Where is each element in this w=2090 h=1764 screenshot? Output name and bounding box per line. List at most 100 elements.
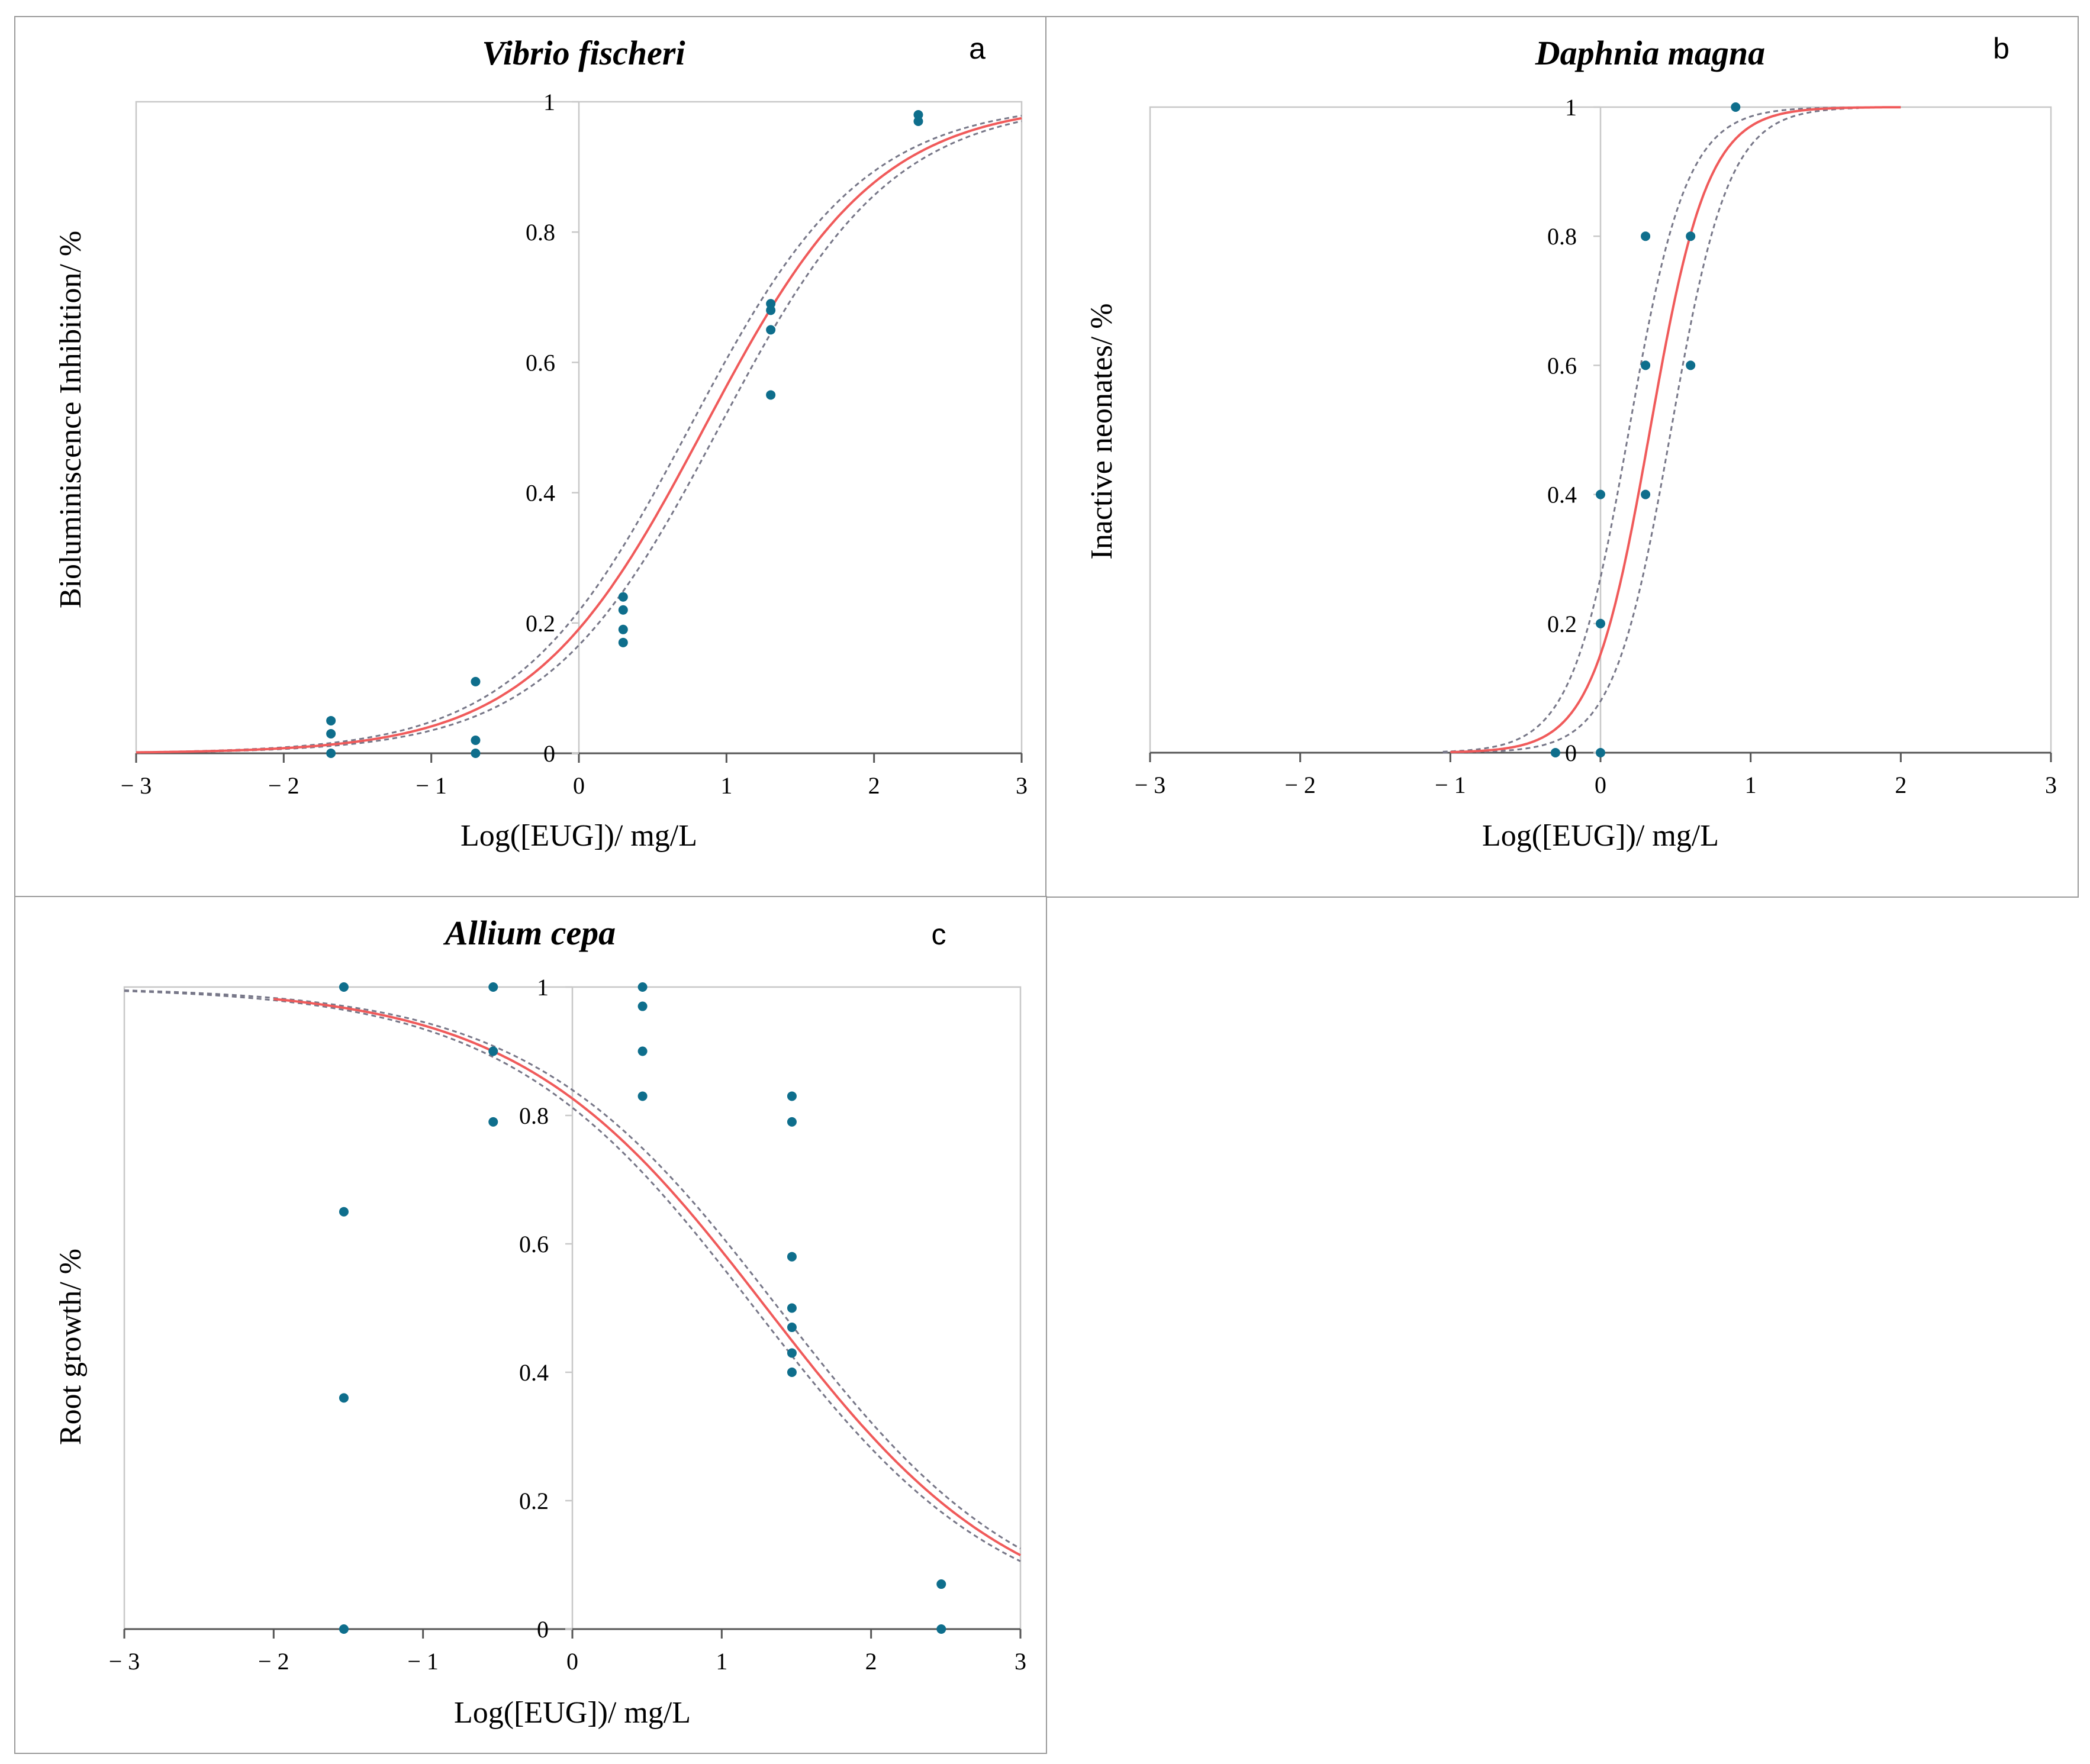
data-point xyxy=(936,1624,946,1634)
y-tick-label: 0.8 xyxy=(1547,223,1577,250)
fit-curve xyxy=(136,117,1022,754)
data-point xyxy=(637,982,648,992)
data-point xyxy=(339,1393,349,1403)
chart-title: Allium cepa xyxy=(443,914,616,952)
x-tick-label: 2 xyxy=(1895,772,1907,798)
data-point xyxy=(787,1117,797,1127)
chart-a-svg: − 3 − 2 − 1 0 1 2 3 0 0.2 0.4 0.6 0.8 1 Vibrio fische… xyxy=(54,32,1028,853)
x-tick-label: − 3 xyxy=(121,772,152,799)
data-point xyxy=(326,715,336,725)
data-point xyxy=(787,1091,797,1101)
data-point xyxy=(1596,618,1605,628)
data-point xyxy=(1641,231,1651,241)
y-tick-label: 0.6 xyxy=(526,349,555,376)
x-tick-label: 3 xyxy=(1015,1648,1026,1675)
data-point xyxy=(787,1368,797,1377)
data-point xyxy=(1641,489,1651,499)
y-tick-label: 0 xyxy=(543,740,555,767)
chart-panel-c: − 3 − 2 − 1 0 1 2 3 0 0.2 0.4 0.6 0.8 1 Allium cepa c L… xyxy=(14,896,1047,1754)
y-tick-label: 0.8 xyxy=(519,1102,549,1129)
data-point xyxy=(766,305,776,315)
y-axis-title: Root growth/ % xyxy=(54,1249,88,1445)
y-tick-label: 0.4 xyxy=(526,480,555,507)
panel-letter: b xyxy=(1993,32,2010,65)
x-tick-label: − 2 xyxy=(258,1648,289,1675)
data-point xyxy=(471,749,481,758)
y-tick-label: 0.2 xyxy=(519,1488,549,1514)
data-point xyxy=(913,110,923,120)
x-tick-label: 2 xyxy=(865,1648,877,1675)
y-tick-label: 0.4 xyxy=(1547,482,1577,508)
y-tick-label: 1 xyxy=(1565,94,1577,121)
y-tick-label: 0.4 xyxy=(519,1359,549,1386)
x-tick-label: − 2 xyxy=(268,772,300,799)
x-tick-label: 0 xyxy=(1595,772,1606,798)
x-tick-label: − 1 xyxy=(407,1648,439,1675)
data-point xyxy=(618,624,628,634)
x-tick-label: − 1 xyxy=(416,772,447,799)
y-axis-title: Inactive neonates/ % xyxy=(1085,303,1119,559)
y-tick-label: 1 xyxy=(537,974,549,1001)
y-tick-label: 0 xyxy=(1565,740,1577,766)
x-tick-label: 1 xyxy=(1745,772,1757,798)
y-tick-label: 0.2 xyxy=(526,610,555,637)
x-axis-title: Log([EUG])/ mg/L xyxy=(460,819,697,853)
y-axis-title: Bioluminiscence Inhibition/ % xyxy=(54,231,88,608)
data-point xyxy=(618,592,628,602)
data-point xyxy=(326,728,336,739)
data-point xyxy=(936,1579,946,1589)
y-tick-label: 0 xyxy=(537,1616,549,1643)
chart-panel-b: − 3 − 2 − 1 0 1 2 3 0 0.2 0.4 0.6 0.8 1 Daphnia magna… xyxy=(1045,16,2079,898)
ci-upper-curve xyxy=(1442,106,1859,753)
y-tick-label: 0.6 xyxy=(1547,352,1577,379)
data-point xyxy=(1686,360,1696,370)
x-axis-title: Log([EUG])/ mg/L xyxy=(1482,819,1719,853)
x-tick-label: − 3 xyxy=(109,1648,140,1675)
x-tick-label: 2 xyxy=(868,772,880,799)
x-tick-label: − 3 xyxy=(1135,772,1166,798)
data-point xyxy=(488,982,498,992)
data-point xyxy=(637,1046,648,1056)
data-point xyxy=(618,637,628,647)
x-tick-label: 3 xyxy=(2045,772,2057,798)
ci-upper-curve xyxy=(124,989,1021,1550)
ci-upper-curve xyxy=(136,115,1022,753)
data-point xyxy=(326,749,336,758)
data-point xyxy=(1686,231,1696,241)
y-tick-label: 0.6 xyxy=(519,1231,549,1257)
data-point xyxy=(488,1117,498,1127)
data-point xyxy=(787,1348,797,1358)
panel-letter: a xyxy=(969,32,986,65)
data-point xyxy=(913,117,923,127)
data-point xyxy=(339,1207,349,1217)
fit-curve xyxy=(273,998,1021,1556)
data-point xyxy=(766,390,776,400)
data-point xyxy=(339,982,349,992)
data-point xyxy=(637,1001,648,1011)
x-tick-label: 0 xyxy=(573,772,585,799)
ci-lower-curve xyxy=(1442,107,1859,754)
data-point xyxy=(1596,748,1605,757)
data-point xyxy=(339,1624,349,1634)
chart-title: Daphnia magna xyxy=(1535,34,1765,72)
data-point xyxy=(787,1323,797,1333)
data-point xyxy=(787,1303,797,1313)
data-point xyxy=(766,299,776,309)
x-tick-label: − 1 xyxy=(1435,772,1466,798)
data-point xyxy=(637,1091,648,1101)
chart-panel-a: − 3 − 2 − 1 0 1 2 3 0 0.2 0.4 0.6 0.8 1 Vibrio fische… xyxy=(14,16,1047,898)
panel-letter: c xyxy=(932,918,946,951)
data-point xyxy=(471,735,481,745)
data-point xyxy=(1641,360,1651,370)
x-tick-label: 1 xyxy=(720,772,732,799)
data-point xyxy=(488,1046,498,1056)
x-tick-label: 1 xyxy=(716,1648,727,1675)
fit-curve xyxy=(1450,106,1901,753)
chart-title: Vibrio fischeri xyxy=(482,34,685,72)
y-tick-label: 0.2 xyxy=(1547,611,1577,637)
chart-b-svg: − 3 − 2 − 1 0 1 2 3 0 0.2 0.4 0.6 0.8 1 Daphnia magna… xyxy=(1085,32,2057,853)
y-tick-label: 0.8 xyxy=(526,219,555,246)
y-tick-label: 1 xyxy=(543,89,555,115)
x-tick-label: 0 xyxy=(566,1648,578,1675)
data-point xyxy=(1731,102,1741,112)
